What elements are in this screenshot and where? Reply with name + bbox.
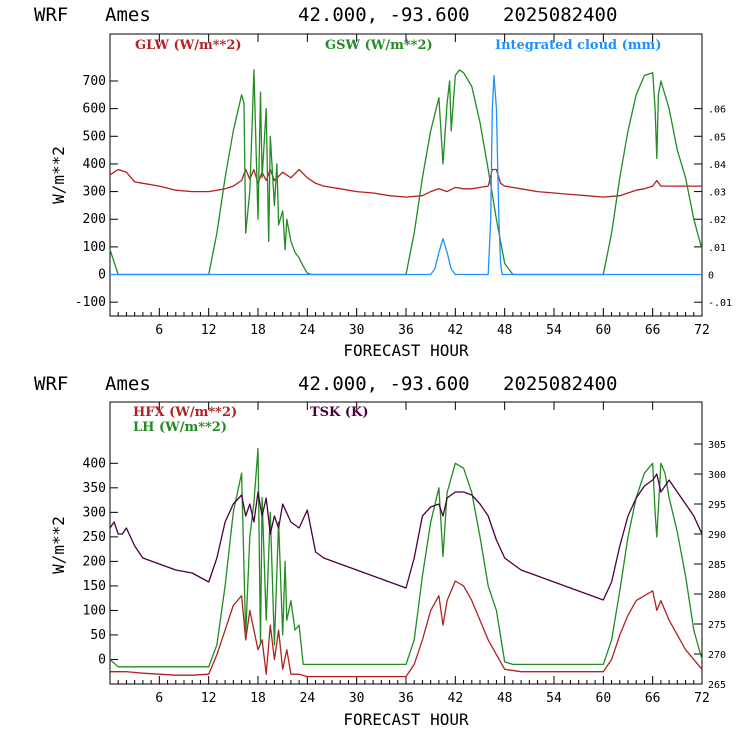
y-tick-label: 250 [83, 530, 106, 545]
x-tick-label: 66 [645, 691, 661, 706]
y-tick-label: 50 [90, 628, 106, 643]
x-tick-label: 48 [497, 323, 513, 338]
x-tick-label: 60 [596, 691, 612, 706]
y2-tick-label: 265 [708, 680, 726, 691]
axis-ticks: 6 12 18 24 30 36 42 48 54 60 66 72 0 50 100 150 200 250 30… [83, 402, 726, 706]
x-tick-label: 66 [645, 323, 661, 338]
y-tick-label: 400 [83, 456, 106, 471]
x-tick-label: 24 [300, 691, 316, 706]
x-tick-label: 72 [694, 691, 710, 706]
y2-tick-label: .05 [708, 132, 726, 143]
header-coords: 42.000, -93.600 [298, 373, 470, 395]
header-model: WRF [34, 4, 68, 26]
y2-tick-label: -.01 [708, 298, 732, 309]
y-tick-label: 300 [83, 185, 106, 200]
x-tick-label: 24 [300, 323, 316, 338]
header-site: Ames [105, 373, 151, 395]
y-tick-label: 0 [98, 652, 106, 667]
y2-tick-label: 270 [708, 650, 726, 661]
y-tick-label: 400 [83, 157, 106, 172]
panel-bottom: WRF Ames 42.000, -93.600 2025082400 6 12 1… [34, 373, 726, 729]
y2-tick-label: .03 [708, 188, 726, 199]
y-tick-label: 150 [83, 579, 106, 594]
y2-tick-label: .02 [708, 215, 726, 226]
y-tick-label: 300 [83, 505, 106, 520]
header-date: 2025082400 [503, 373, 617, 395]
header-coords: 42.000, -93.600 [298, 4, 470, 26]
header-model: WRF [34, 373, 68, 395]
y2-tick-label: 290 [708, 530, 726, 541]
x-tick-label: 30 [349, 691, 365, 706]
y2-tick-label: 0 [708, 271, 714, 282]
y-tick-label: 200 [83, 212, 106, 227]
x-tick-label: 18 [250, 323, 266, 338]
legend-glw: GLW (W/m**2) [135, 38, 242, 53]
legend-gsw: GSW (W/m**2) [325, 38, 433, 53]
x-tick-label: 42 [448, 691, 464, 706]
x-tick-label: 60 [596, 323, 612, 338]
series-lines [109, 69, 703, 276]
series-line-gsw [109, 69, 703, 276]
y-axis-label: W/m**2 [49, 516, 68, 574]
x-tick-label: 30 [349, 323, 365, 338]
y2-tick-label: 280 [708, 590, 726, 601]
series-line-tsk [109, 473, 703, 601]
x-axis-label: FORECAST HOUR [343, 341, 469, 360]
legend-cloud: Integrated cloud (mm) [495, 38, 661, 53]
series-lines [109, 447, 703, 678]
y-tick-label: 700 [83, 74, 106, 89]
legend-tsk: TSK (K) [310, 405, 369, 420]
x-tick-label: 6 [155, 323, 163, 338]
axis-ticks: 6 12 18 24 30 36 42 48 54 60 66 72 -100 0 100 200 300 400… [75, 34, 732, 338]
y2-tick-label: 300 [708, 470, 726, 481]
x-axis-label: FORECAST HOUR [343, 710, 469, 729]
y-tick-label: 100 [83, 603, 106, 618]
series-line-lh [109, 447, 703, 668]
y-tick-label: 600 [83, 102, 106, 117]
y-axis-label: W/m**2 [49, 146, 68, 204]
x-tick-label: 72 [694, 323, 710, 338]
series-line-hfx [110, 580, 703, 678]
y-tick-label: 350 [83, 481, 106, 496]
y-tick-label: 100 [83, 240, 106, 255]
x-tick-label: 12 [201, 691, 217, 706]
header-site: Ames [105, 4, 151, 26]
x-tick-label: 42 [448, 323, 464, 338]
y2-tick-label: .01 [708, 243, 726, 254]
y2-tick-label: 275 [708, 620, 726, 631]
y2-tick-label: .06 [708, 105, 726, 116]
y2-tick-label: .04 [708, 160, 726, 171]
y2-tick-label: 305 [708, 440, 726, 451]
legend-lh: LH (W/m**2) [133, 420, 227, 435]
x-tick-label: 54 [546, 691, 562, 706]
x-tick-label: 18 [250, 691, 266, 706]
series-line-integrated [110, 74, 702, 276]
y-tick-label: 500 [83, 129, 106, 144]
panel-top: WRF Ames 42.000, -93.600 2025082400 6 12 1… [34, 4, 732, 360]
legend-hfx: HFX (W/m**2) [133, 405, 237, 420]
y2-tick-label: 295 [708, 500, 726, 511]
x-tick-label: 36 [398, 323, 414, 338]
x-tick-label: 6 [155, 691, 163, 706]
x-tick-label: 54 [546, 323, 562, 338]
x-tick-label: 36 [398, 691, 414, 706]
header-date: 2025082400 [503, 4, 617, 26]
y-tick-label: 200 [83, 554, 106, 569]
series-line-glw [109, 168, 702, 198]
y2-tick-label: 285 [708, 560, 726, 571]
plot-frame [109, 401, 703, 685]
x-tick-label: 48 [497, 691, 513, 706]
y-tick-label: -100 [75, 295, 106, 310]
y-tick-label: 0 [98, 268, 106, 283]
x-tick-label: 12 [201, 323, 217, 338]
